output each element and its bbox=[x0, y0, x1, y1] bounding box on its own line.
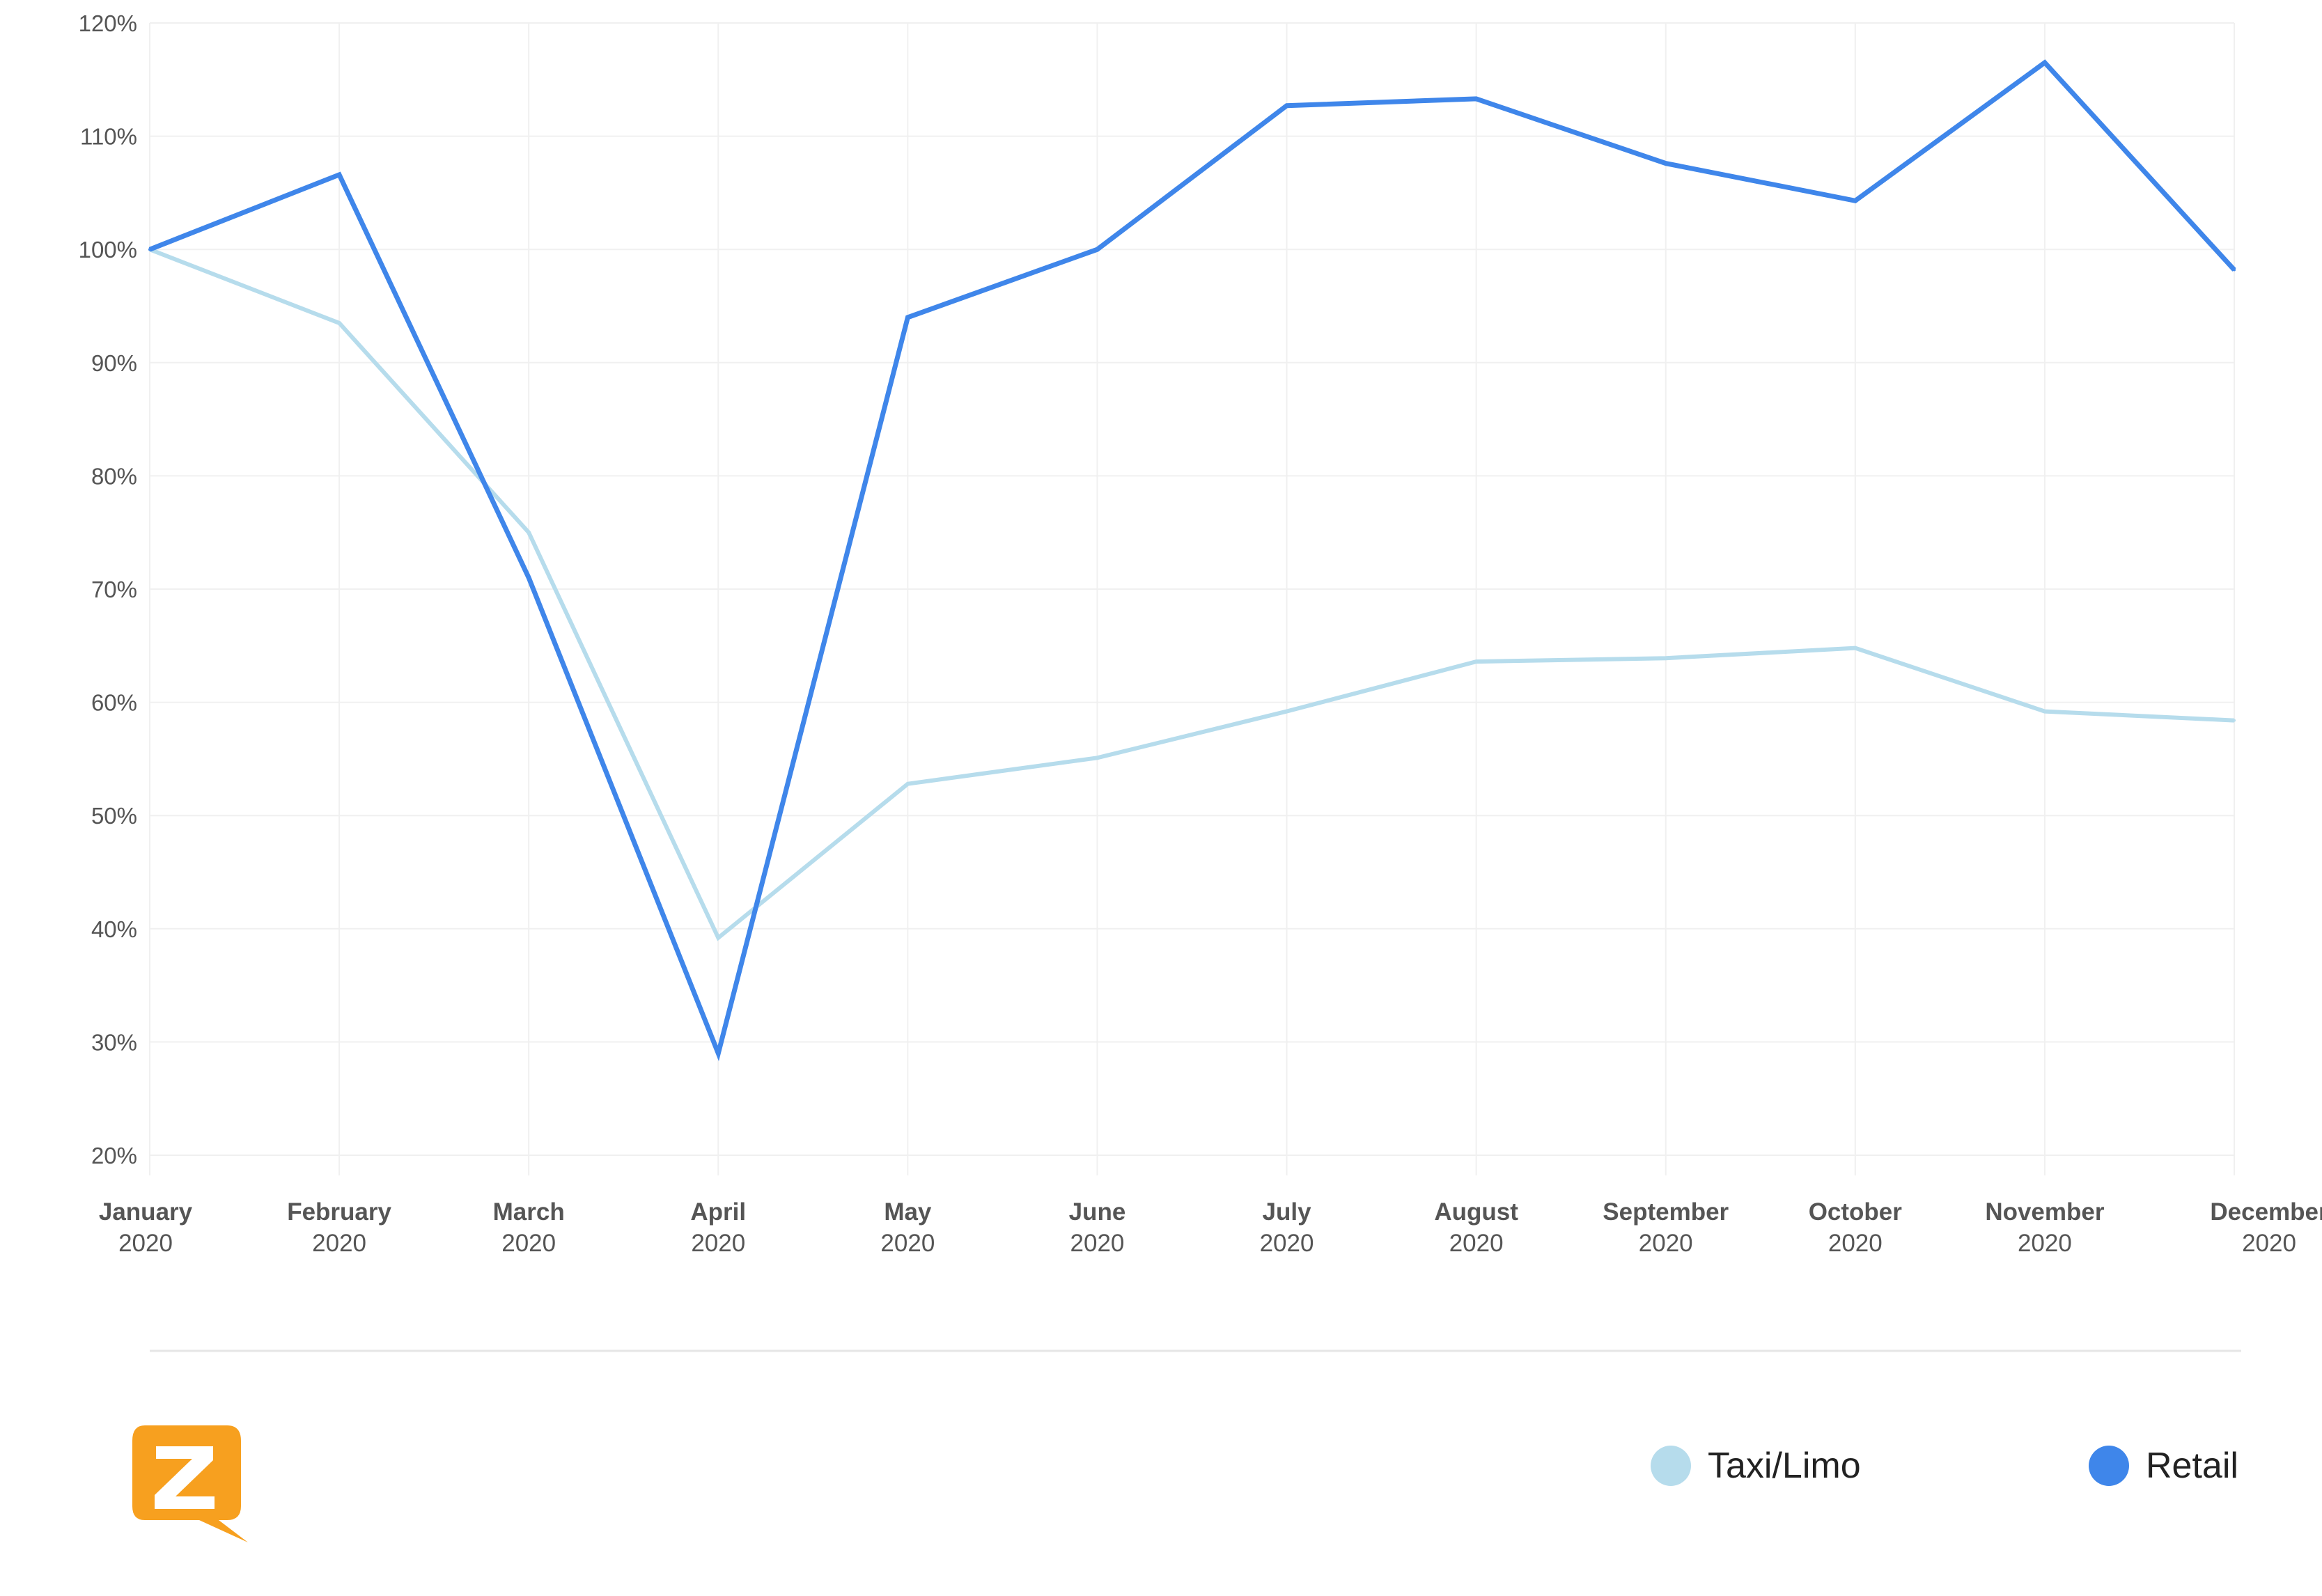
x-tick-year: 2020 bbox=[2242, 1230, 2296, 1257]
data-point bbox=[1285, 104, 1288, 107]
x-tick-month: August bbox=[1434, 1198, 1518, 1226]
data-point bbox=[2043, 61, 2046, 64]
legend-swatch bbox=[2089, 1446, 2129, 1486]
x-tick-month: November bbox=[1985, 1198, 2105, 1226]
data-point bbox=[338, 321, 341, 324]
x-tick-month: October bbox=[1809, 1198, 1903, 1226]
data-point bbox=[338, 173, 341, 176]
x-tick-year: 2020 bbox=[2018, 1230, 2072, 1257]
data-point bbox=[1664, 657, 1667, 660]
grid-lines bbox=[149, 22, 2235, 1175]
x-tick-year: 2020 bbox=[880, 1230, 935, 1257]
data-point bbox=[717, 936, 720, 939]
legend-item-retail: Retail bbox=[2089, 1445, 2238, 1487]
data-point bbox=[1664, 162, 1667, 165]
x-tick-month: April bbox=[690, 1198, 746, 1226]
x-tick-year: 2020 bbox=[1070, 1230, 1125, 1257]
x-tick-month: January bbox=[99, 1198, 193, 1226]
data-point bbox=[906, 782, 910, 785]
y-tick-label: 60% bbox=[91, 690, 137, 716]
y-tick-label: 30% bbox=[91, 1029, 137, 1055]
x-tick-month: March bbox=[493, 1198, 565, 1226]
data-point bbox=[717, 1051, 720, 1055]
x-tick-year: 2020 bbox=[1639, 1230, 1693, 1257]
y-tick-label: 90% bbox=[91, 350, 137, 376]
x-tick-year: 2020 bbox=[312, 1230, 366, 1257]
x-tick-year: 2020 bbox=[1449, 1230, 1504, 1257]
series-line-taxi-limo bbox=[148, 247, 2235, 941]
x-tick-month: February bbox=[287, 1198, 391, 1226]
data-point bbox=[2233, 268, 2236, 272]
x-tick-month: May bbox=[884, 1198, 932, 1226]
legend-label: Taxi/Limo bbox=[1708, 1446, 1861, 1486]
y-tick-label: 80% bbox=[91, 463, 137, 489]
x-tick-month: December bbox=[2210, 1198, 2322, 1226]
data-point bbox=[148, 248, 151, 251]
data-point bbox=[1096, 756, 1099, 760]
data-point bbox=[2233, 719, 2236, 722]
y-tick-label: 120% bbox=[79, 10, 137, 36]
x-tick-month: September bbox=[1603, 1198, 1729, 1226]
series-lines bbox=[148, 59, 2236, 1061]
y-tick-label: 40% bbox=[91, 916, 137, 942]
x-tick-year: 2020 bbox=[501, 1230, 556, 1257]
y-tick-label: 50% bbox=[91, 803, 137, 829]
data-point bbox=[2043, 710, 2046, 713]
data-point bbox=[527, 576, 531, 579]
y-tick-label: 100% bbox=[79, 237, 137, 263]
data-point bbox=[906, 315, 910, 319]
legend-swatch bbox=[1651, 1446, 1691, 1486]
data-point bbox=[1474, 660, 1478, 664]
x-tick-month: June bbox=[1069, 1198, 1126, 1226]
y-tick-label: 110% bbox=[80, 124, 137, 150]
x-tick-year: 2020 bbox=[118, 1230, 173, 1257]
y-axis-tick-labels: 20% 30% 40% 50% 60% 70% 80% 90% 100% 110% 120% bbox=[79, 10, 137, 1168]
data-point bbox=[1853, 646, 1857, 650]
series-line-retail bbox=[148, 59, 2236, 1061]
x-axis-tick-labels: January 2020 February 2020 March 2020 April 202… bbox=[99, 1198, 2322, 1257]
y-tick-label: 70% bbox=[91, 577, 137, 602]
zoom-logo-icon bbox=[130, 1423, 252, 1551]
x-tick-year: 2020 bbox=[691, 1230, 745, 1257]
y-tick-label: 20% bbox=[91, 1143, 137, 1168]
legend-label: Retail bbox=[2146, 1446, 2238, 1486]
x-tick-year: 2020 bbox=[1260, 1230, 1314, 1257]
x-tick-year: 2020 bbox=[1828, 1230, 1883, 1257]
data-point bbox=[1474, 97, 1478, 100]
data-point bbox=[527, 531, 531, 534]
data-point bbox=[1285, 710, 1288, 713]
data-point bbox=[1853, 199, 1857, 203]
x-tick-month: July bbox=[1263, 1198, 1312, 1226]
legend-item-taxi-limo: Taxi/Limo bbox=[1651, 1445, 1861, 1487]
data-point bbox=[1096, 248, 1099, 251]
